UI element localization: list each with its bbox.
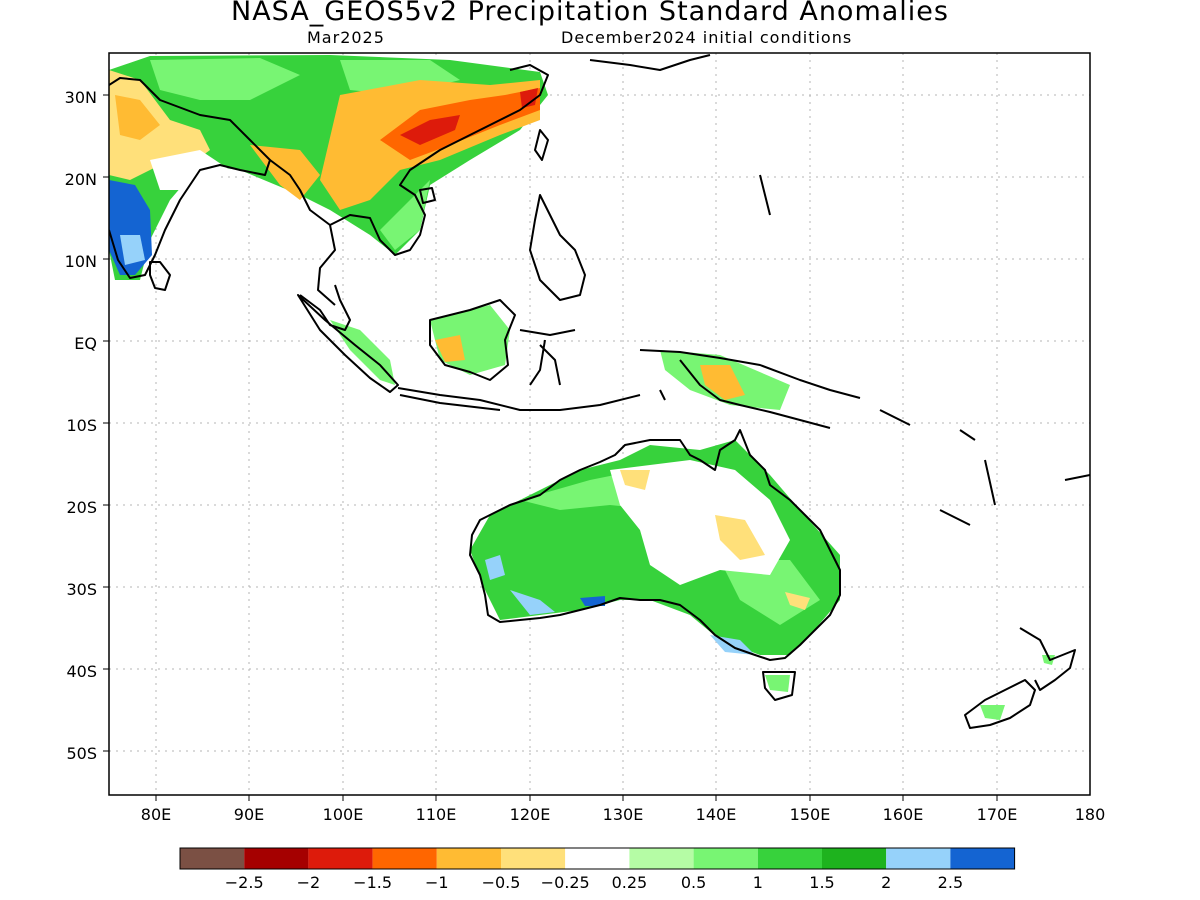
borneo-orange	[435, 335, 465, 362]
chart-title: NASA_GEOS5v2 Precipitation Standard Anom…	[231, 0, 949, 27]
hainan-coast	[419, 187, 436, 204]
lat-label-50S: 50S	[66, 744, 97, 763]
india-white-region	[150, 150, 230, 190]
colorbar-label: −2	[297, 873, 321, 892]
map-frame	[108, 52, 1091, 796]
colorbar-swatches	[180, 848, 1015, 869]
australia-lightgreen	[520, 470, 820, 625]
colorbar-label: −1	[425, 873, 449, 892]
colorbar-swatch	[436, 848, 501, 869]
australia-coast	[469, 429, 841, 661]
asia-lightgreen-patches	[150, 58, 460, 250]
forecast-month: Mar2025	[307, 28, 385, 47]
colorbar-swatch	[565, 848, 630, 869]
lon-label-110E: 110E	[416, 805, 457, 824]
colorbar-swatch	[950, 848, 1015, 869]
colorbar-label: −1.5	[353, 873, 392, 892]
colorbar-swatch	[693, 848, 758, 869]
colorbar-label: 2.5	[938, 873, 963, 892]
colorbar-label: 0.25	[612, 873, 648, 892]
indochina-coast	[269, 64, 549, 306]
lon-label-90E: 90E	[234, 805, 264, 824]
sulawesi-coast	[519, 329, 576, 386]
lon-label-180: 180	[1075, 805, 1106, 824]
lat-label-EQ: EQ	[74, 334, 97, 353]
colorbar-swatch	[757, 848, 822, 869]
longitude-labels: 80E 90E 100E 110E 120E 130E 140E 150E 16…	[141, 805, 1106, 824]
colorbar-label: 1.5	[809, 873, 834, 892]
colorbar-label: 2	[881, 873, 891, 892]
colorbar-swatch	[886, 848, 951, 869]
sumatra-green	[330, 320, 395, 385]
colorbar-swatch	[822, 848, 887, 869]
initial-conditions: December2024 initial conditions	[561, 28, 853, 47]
lon-label-170E: 170E	[977, 805, 1018, 824]
colorbar-label: 1	[753, 873, 763, 892]
anomaly-shading	[109, 55, 1055, 720]
lat-label-20S: 20S	[66, 498, 97, 517]
java-coast	[397, 387, 641, 411]
newguinea-coast	[639, 349, 861, 429]
colorbar-label: −0.5	[482, 873, 521, 892]
nz-south-coast	[964, 679, 1036, 729]
taiwan-coast	[534, 129, 549, 161]
tasmania-green	[765, 675, 790, 692]
coastlines	[109, 54, 1090, 729]
philippines-coast	[529, 194, 586, 301]
lat-label-20N: 20N	[65, 170, 97, 189]
newguinea-orange	[700, 365, 745, 400]
australia-yellow	[620, 470, 810, 610]
colorbar-labels: −2.5 −2 −1.5 −1 −0.5 −0.25 0.25 0.5 1 1.…	[225, 873, 963, 892]
lat-label-30S: 30S	[66, 580, 97, 599]
australia-blue	[580, 596, 605, 606]
colorbar-swatch	[180, 848, 245, 869]
lon-label-80E: 80E	[141, 805, 171, 824]
lon-label-140E: 140E	[696, 805, 737, 824]
sumatra-coast	[297, 294, 399, 393]
india-coast	[109, 77, 271, 279]
lat-label-10S: 10S	[66, 416, 97, 435]
lon-label-120E: 120E	[510, 805, 551, 824]
pacific-islands	[659, 174, 1090, 526]
japan-coast	[589, 54, 711, 71]
colorbar-swatch	[244, 848, 309, 869]
lat-label-30N: 30N	[65, 88, 97, 107]
lat-label-10N: 10N	[65, 252, 97, 271]
lat-label-40S: 40S	[66, 662, 97, 681]
india-lightblue-region	[120, 235, 145, 265]
lon-label-100E: 100E	[323, 805, 364, 824]
latitude-labels: 30N 20N 10N EQ 10S 20S 30S 40S 50S	[65, 88, 97, 763]
nz-green	[980, 655, 1055, 720]
colorbar-swatch	[629, 848, 694, 869]
nz-north-coast	[1019, 627, 1076, 691]
lon-label-160E: 160E	[883, 805, 924, 824]
colorbar-swatch	[308, 848, 373, 869]
australia-lightblue	[485, 555, 755, 655]
borneo-coast	[429, 299, 516, 381]
lon-label-130E: 130E	[603, 805, 644, 824]
colorbar: −2.5 −2 −1.5 −1 −0.5 −0.25 0.25 0.5 1 1.…	[179, 847, 1016, 892]
srilanka-coast	[149, 261, 171, 291]
colorbar-label: 0.5	[681, 873, 706, 892]
lon-label-150E: 150E	[790, 805, 831, 824]
colorbar-swatch	[372, 848, 437, 869]
malay-peninsula	[299, 284, 351, 331]
axis-ticks	[103, 94, 998, 801]
colorbar-frame	[179, 847, 1016, 870]
colorbar-label: −2.5	[225, 873, 264, 892]
colorbar-label: −0.25	[541, 873, 590, 892]
colorbar-swatch	[501, 848, 566, 869]
china-red-region	[400, 88, 538, 145]
map-area	[109, 53, 1090, 795]
tasmania-coast	[762, 671, 796, 701]
